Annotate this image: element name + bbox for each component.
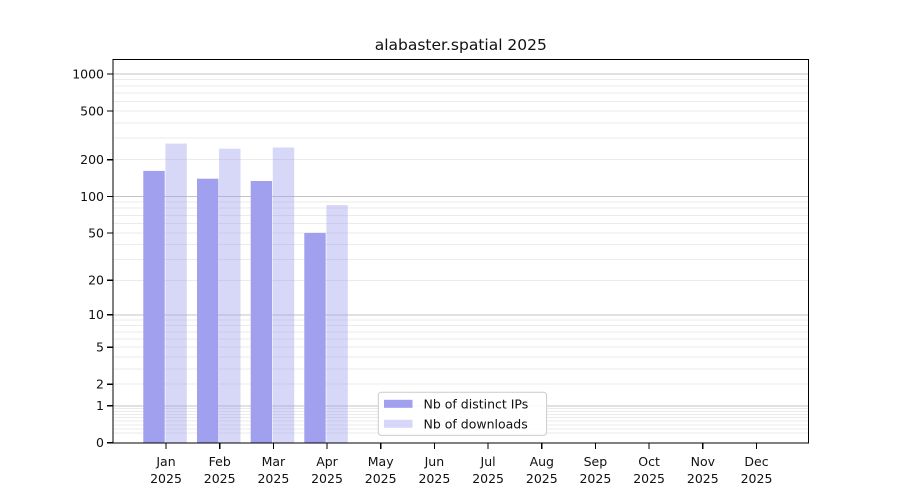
legend-frame [377,391,548,436]
x-tick-label-year: 2025 [204,471,236,486]
x-tick-label-month: Jan [155,454,175,469]
bar-jan-distinct-ips [143,170,165,443]
legend-swatch-distinct-ips-icon [384,399,413,408]
x-tick-label-month: May [368,454,394,469]
legend-label-distinct-ips: Nb of distinct IPs [424,397,529,412]
x-tick-label-year: 2025 [741,471,773,486]
y-tick-label: 0 [96,435,104,450]
x-tick-label-month: Jul [480,454,496,469]
legend: Nb of distinct IPs Nb of downloads [377,391,548,436]
x-tick-label-year: 2025 [687,471,719,486]
legend-label-downloads: Nb of downloads [424,417,528,432]
x-tick-label-month: Mar [262,454,286,469]
y-tick-label: 2 [96,377,104,392]
x-tick-label-month: Dec [744,454,768,469]
bar-feb-downloads [219,148,241,443]
y-tick-label: 100 [80,189,104,204]
x-tick-label-month: Nov [691,454,716,469]
y-tick-label: 500 [80,103,104,118]
x-tick-label-year: 2025 [418,471,450,486]
bar-mar-downloads [272,147,295,443]
y-tick-label: 200 [80,152,104,167]
bar-jan-downloads [165,143,187,443]
axes: 10005002001005020105210Jan2025Feb2025Mar… [72,66,772,486]
y-tick-label: 50 [88,225,104,240]
legend-swatch-downloads-icon [384,419,413,428]
x-tick-label-month: Jun [424,454,445,469]
x-tick-label-year: 2025 [311,471,343,486]
x-tick-label-month: Feb [209,454,231,469]
x-tick-label-year: 2025 [150,471,182,486]
x-tick-label-year: 2025 [365,471,397,486]
plot-border [112,58,810,444]
x-tick-label-month: Sep [584,454,608,469]
y-tick-label: 20 [88,273,104,288]
x-tick-label-year: 2025 [526,471,558,486]
bar-apr-downloads [326,205,348,443]
x-tick-label-year: 2025 [633,471,665,486]
y-tick-label: 10 [88,307,104,322]
bar-feb-distinct-ips [197,178,219,443]
y-tick-label: 1000 [72,66,104,81]
bar-mar-distinct-ips [250,181,273,443]
x-tick-label-month: Aug [530,454,554,469]
y-tick-label: 5 [96,340,104,355]
chart-title: alabaster.spatial 2025 [375,36,547,54]
x-tick-label-month: Oct [638,454,660,469]
x-tick-label-year: 2025 [579,471,611,486]
x-tick-label-month: Apr [316,454,338,469]
y-tick-label: 1 [96,398,104,413]
gridlines [113,73,809,434]
x-tick-label-year: 2025 [257,471,289,486]
bars [143,143,348,443]
x-tick-label-year: 2025 [472,471,504,486]
bar-apr-distinct-ips [304,232,326,443]
